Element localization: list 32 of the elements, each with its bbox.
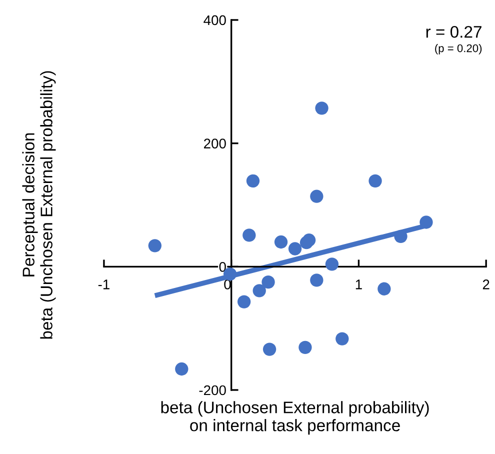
point — [310, 190, 324, 203]
y-tick-label: -200 — [199, 385, 226, 396]
annotation: r = 0.27 — [426, 26, 482, 38]
point — [262, 275, 275, 289]
y-axis-title: Perceptual decision beta (Unchosen External probability) — [22, 71, 56, 339]
point — [237, 295, 251, 308]
annotation: (p = 0.20) — [435, 44, 482, 54]
y-tick-label: 0 — [219, 262, 226, 272]
point — [298, 340, 312, 354]
point — [274, 235, 288, 249]
x-tick-label: -1 — [98, 280, 110, 290]
x-axis-title: beta (Unchosen External probability) on internal task performance — [161, 401, 429, 435]
x-tick-label: 2 — [482, 280, 490, 290]
point — [242, 228, 256, 242]
point — [394, 230, 408, 244]
y-tick-label: 200 — [204, 138, 226, 148]
point — [252, 284, 266, 298]
point — [148, 239, 162, 252]
point — [288, 242, 302, 256]
point — [310, 274, 324, 287]
point — [378, 282, 391, 296]
point — [315, 102, 328, 115]
point — [262, 342, 276, 356]
point — [325, 258, 339, 271]
point — [368, 174, 382, 188]
point — [302, 234, 316, 247]
point — [175, 362, 188, 376]
point — [246, 174, 260, 188]
point — [336, 332, 349, 346]
point — [420, 216, 433, 229]
x-tick-label: 1 — [356, 280, 362, 290]
y-tick-label: 400 — [204, 15, 226, 26]
